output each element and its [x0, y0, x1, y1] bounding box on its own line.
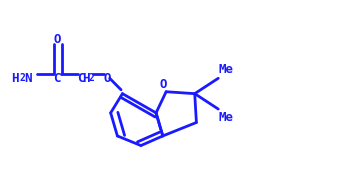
- Text: H: H: [82, 72, 90, 85]
- Text: H: H: [12, 72, 19, 85]
- Text: Me: Me: [219, 63, 234, 76]
- Text: 2: 2: [20, 73, 26, 83]
- Text: N: N: [24, 72, 32, 85]
- Text: C: C: [54, 72, 61, 85]
- Text: O: O: [54, 33, 61, 46]
- Text: C: C: [77, 72, 85, 85]
- Text: 2: 2: [88, 73, 94, 83]
- Text: O: O: [103, 72, 111, 85]
- Text: Me: Me: [219, 111, 234, 124]
- Text: O: O: [159, 78, 166, 91]
